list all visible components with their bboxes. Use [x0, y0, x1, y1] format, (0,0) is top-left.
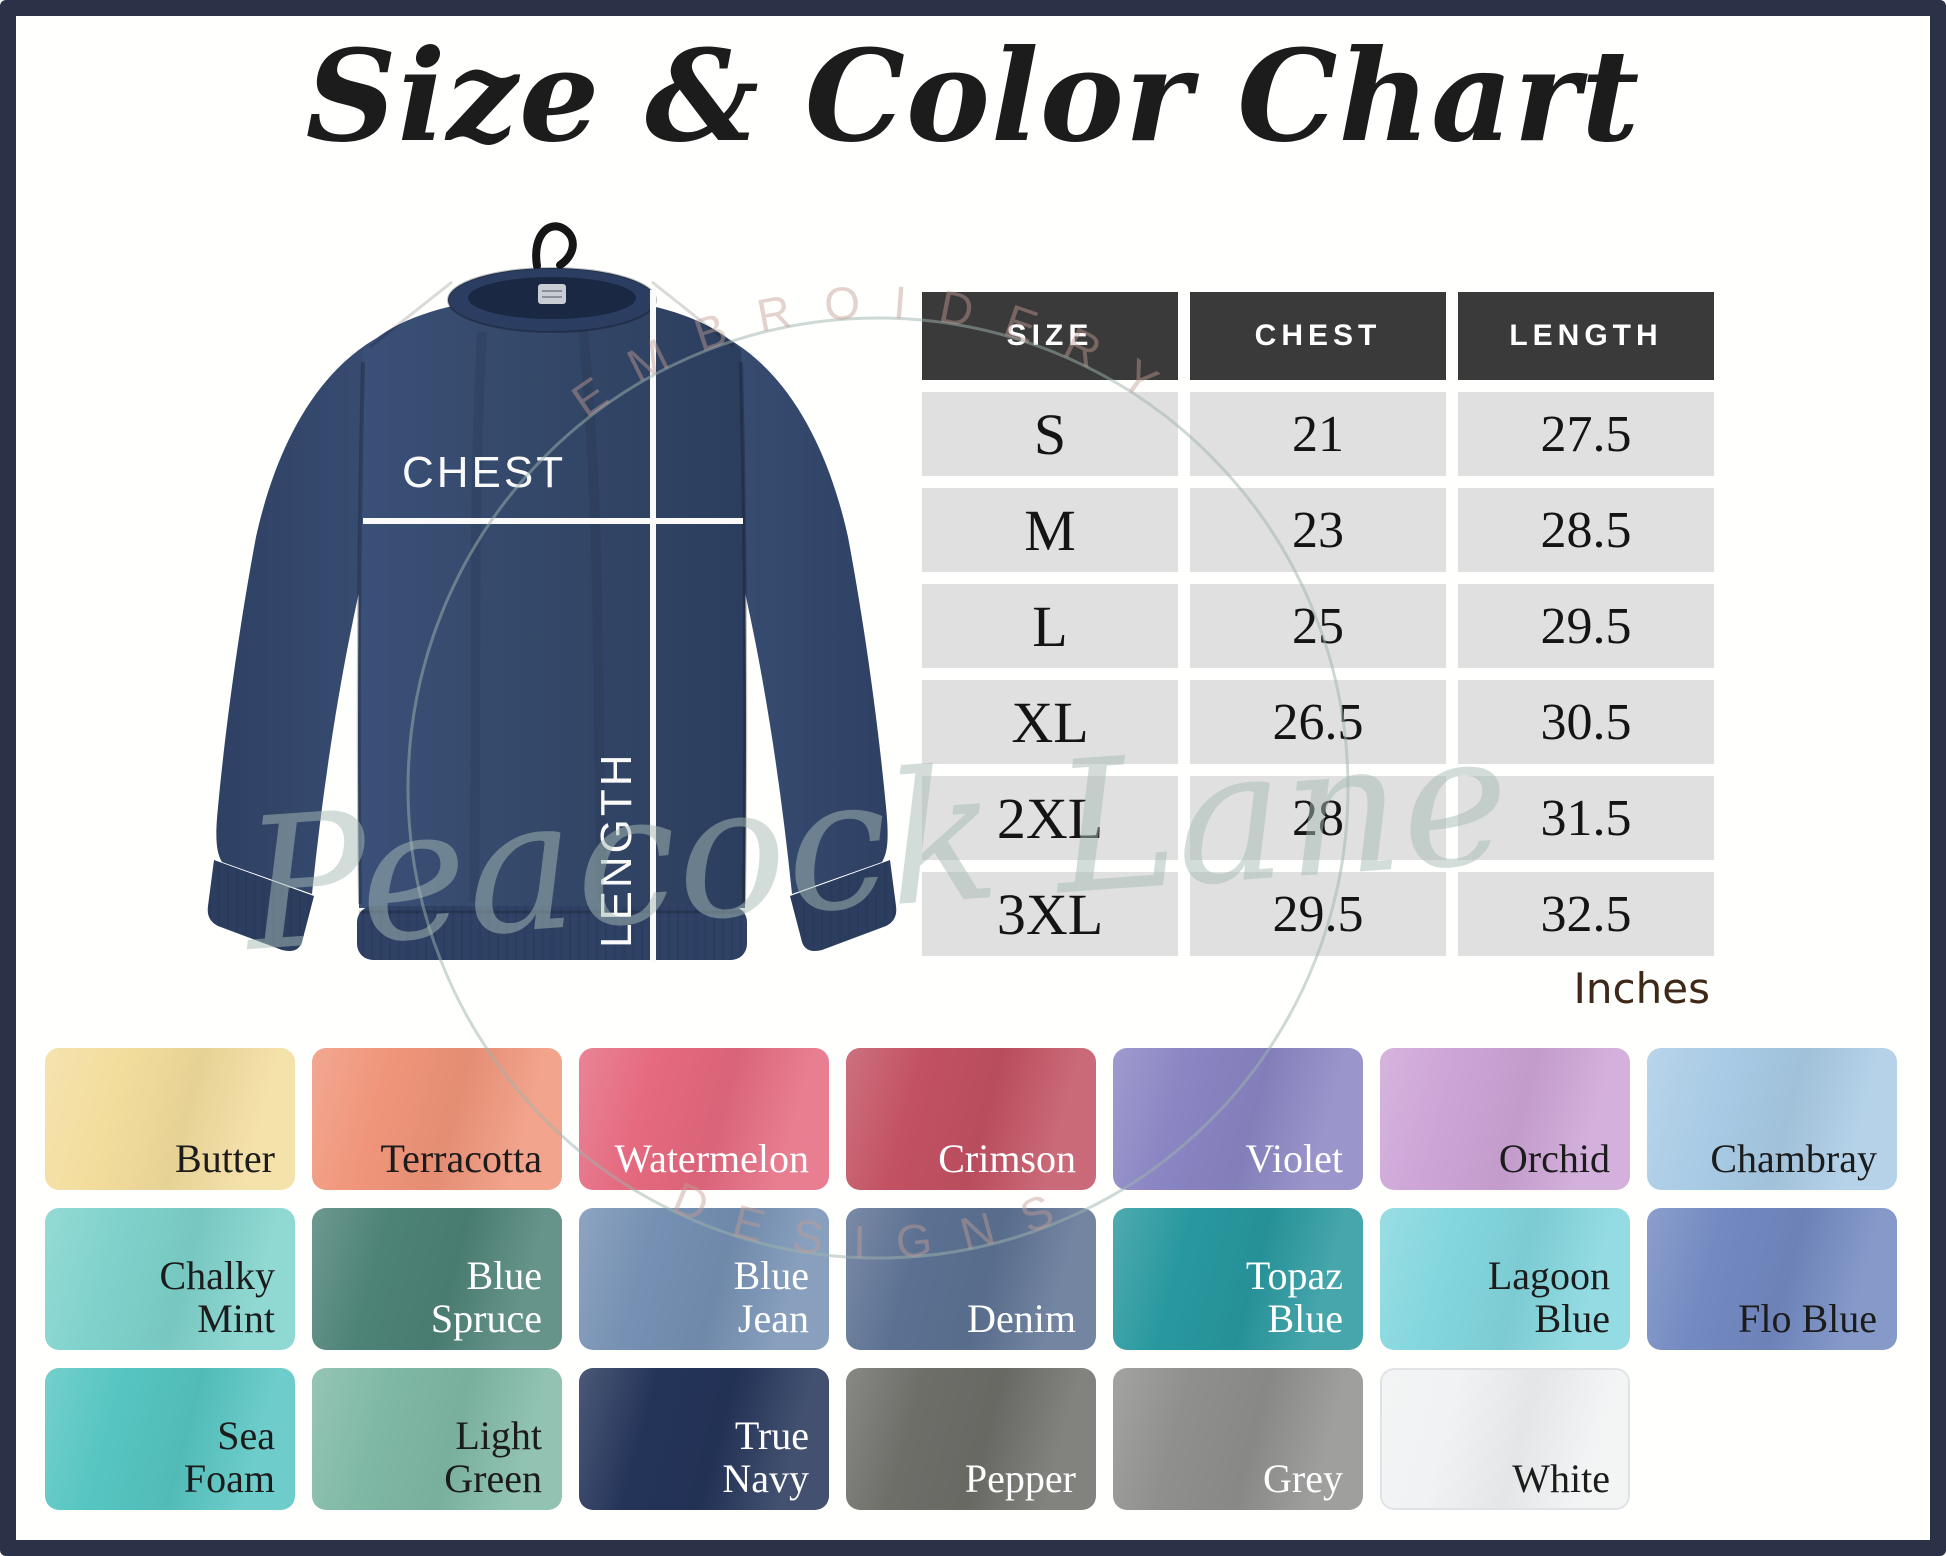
color-swatch-label: Denim: [967, 1295, 1076, 1341]
color-swatch-label: Crimson: [938, 1135, 1076, 1181]
measurement-cell: 32.5: [1458, 872, 1714, 956]
size-table: SIZE CHEST LENGTH S 21 27.5 M 23 28.5 L 25 29.5 X…: [922, 292, 1714, 956]
color-swatch-white: White: [1380, 1368, 1630, 1510]
size-cell: S: [922, 392, 1178, 476]
hanger-hook-icon: [532, 222, 577, 270]
length-measure-label: LENGTH: [592, 751, 641, 948]
color-swatch-label: Chambray: [1710, 1135, 1877, 1181]
color-swatch-watermelon: Watermelon: [579, 1048, 829, 1190]
chest-measure-line: [363, 518, 743, 524]
units-label: Inches: [1573, 964, 1710, 1013]
color-swatch-crimson: Crimson: [846, 1048, 1096, 1190]
color-swatch-label: Terracotta: [380, 1135, 542, 1181]
color-swatch-sea-foam: Sea Foam: [45, 1368, 295, 1510]
sweatshirt-mockup: [207, 222, 897, 960]
color-swatch-label: Blue Jean: [733, 1253, 809, 1341]
color-swatch-chambray: Chambray: [1647, 1048, 1897, 1190]
color-swatch-label: Flo Blue: [1738, 1295, 1877, 1341]
color-swatch-label: True Navy: [722, 1413, 809, 1501]
measurement-cell: 29.5: [1190, 872, 1446, 956]
color-swatch-lagoon-blue: Lagoon Blue: [1380, 1208, 1630, 1350]
color-swatch-denim: Denim: [846, 1208, 1096, 1350]
color-swatch-true-navy: True Navy: [579, 1368, 829, 1510]
measurement-cell: 29.5: [1458, 584, 1714, 668]
color-swatch-label: Orchid: [1498, 1135, 1610, 1181]
color-swatch-label: Butter: [175, 1135, 275, 1181]
color-swatch-label: Grey: [1263, 1455, 1343, 1501]
color-swatch-grey: Grey: [1113, 1368, 1363, 1510]
color-swatch-terracotta: Terracotta: [312, 1048, 562, 1190]
chest-measure-label: CHEST: [402, 448, 567, 497]
measurement-cell: 28: [1190, 776, 1446, 860]
table-header-length: LENGTH: [1458, 292, 1714, 380]
color-swatch-label: Watermelon: [614, 1135, 809, 1181]
measurement-cell: 23: [1190, 488, 1446, 572]
size-cell: L: [922, 584, 1178, 668]
measurement-cell: 31.5: [1458, 776, 1714, 860]
page-title: Size & Color Chart: [305, 22, 1641, 170]
color-swatch-label: Chalky Mint: [159, 1253, 275, 1341]
collar-tag: [538, 284, 566, 304]
color-swatch-label: Lagoon Blue: [1487, 1253, 1610, 1341]
measurement-cell: 27.5: [1458, 392, 1714, 476]
size-cell: XL: [922, 680, 1178, 764]
measurement-cell: 21: [1190, 392, 1446, 476]
color-swatch-label: Blue Spruce: [430, 1253, 542, 1341]
color-swatch-label: White: [1512, 1455, 1610, 1501]
measurement-cell: 26.5: [1190, 680, 1446, 764]
size-cell: M: [922, 488, 1178, 572]
color-swatch-flo-blue: Flo Blue: [1647, 1208, 1897, 1350]
table-header-chest: CHEST: [1190, 292, 1446, 380]
color-swatch-label: Sea Foam: [183, 1413, 275, 1501]
color-swatch-label: Topaz Blue: [1245, 1253, 1343, 1341]
color-swatch-label: Pepper: [964, 1455, 1076, 1501]
length-measure-line: [650, 290, 656, 962]
table-header-size: SIZE: [922, 292, 1178, 380]
color-swatch-label: Light Green: [444, 1413, 542, 1501]
color-swatch-blue-spruce: Blue Spruce: [312, 1208, 562, 1350]
measurement-cell: 30.5: [1458, 680, 1714, 764]
color-swatch-label: Violet: [1245, 1135, 1343, 1181]
color-swatch-blue-jean: Blue Jean: [579, 1208, 829, 1350]
color-swatch-chalky-mint: Chalky Mint: [45, 1208, 295, 1350]
color-swatch-grid: Butter Terracotta Watermelon Crimson Violet O…: [45, 1048, 1897, 1510]
color-swatch-orchid: Orchid: [1380, 1048, 1630, 1190]
color-swatch-topaz-blue: Topaz Blue: [1113, 1208, 1363, 1350]
size-cell: 3XL: [922, 872, 1178, 956]
measurement-cell: 28.5: [1458, 488, 1714, 572]
color-swatch-light-green: Light Green: [312, 1368, 562, 1510]
size-cell: 2XL: [922, 776, 1178, 860]
color-swatch-butter: Butter: [45, 1048, 295, 1190]
color-swatch-pepper: Pepper: [846, 1368, 1096, 1510]
color-swatch-violet: Violet: [1113, 1048, 1363, 1190]
measurement-cell: 25: [1190, 584, 1446, 668]
